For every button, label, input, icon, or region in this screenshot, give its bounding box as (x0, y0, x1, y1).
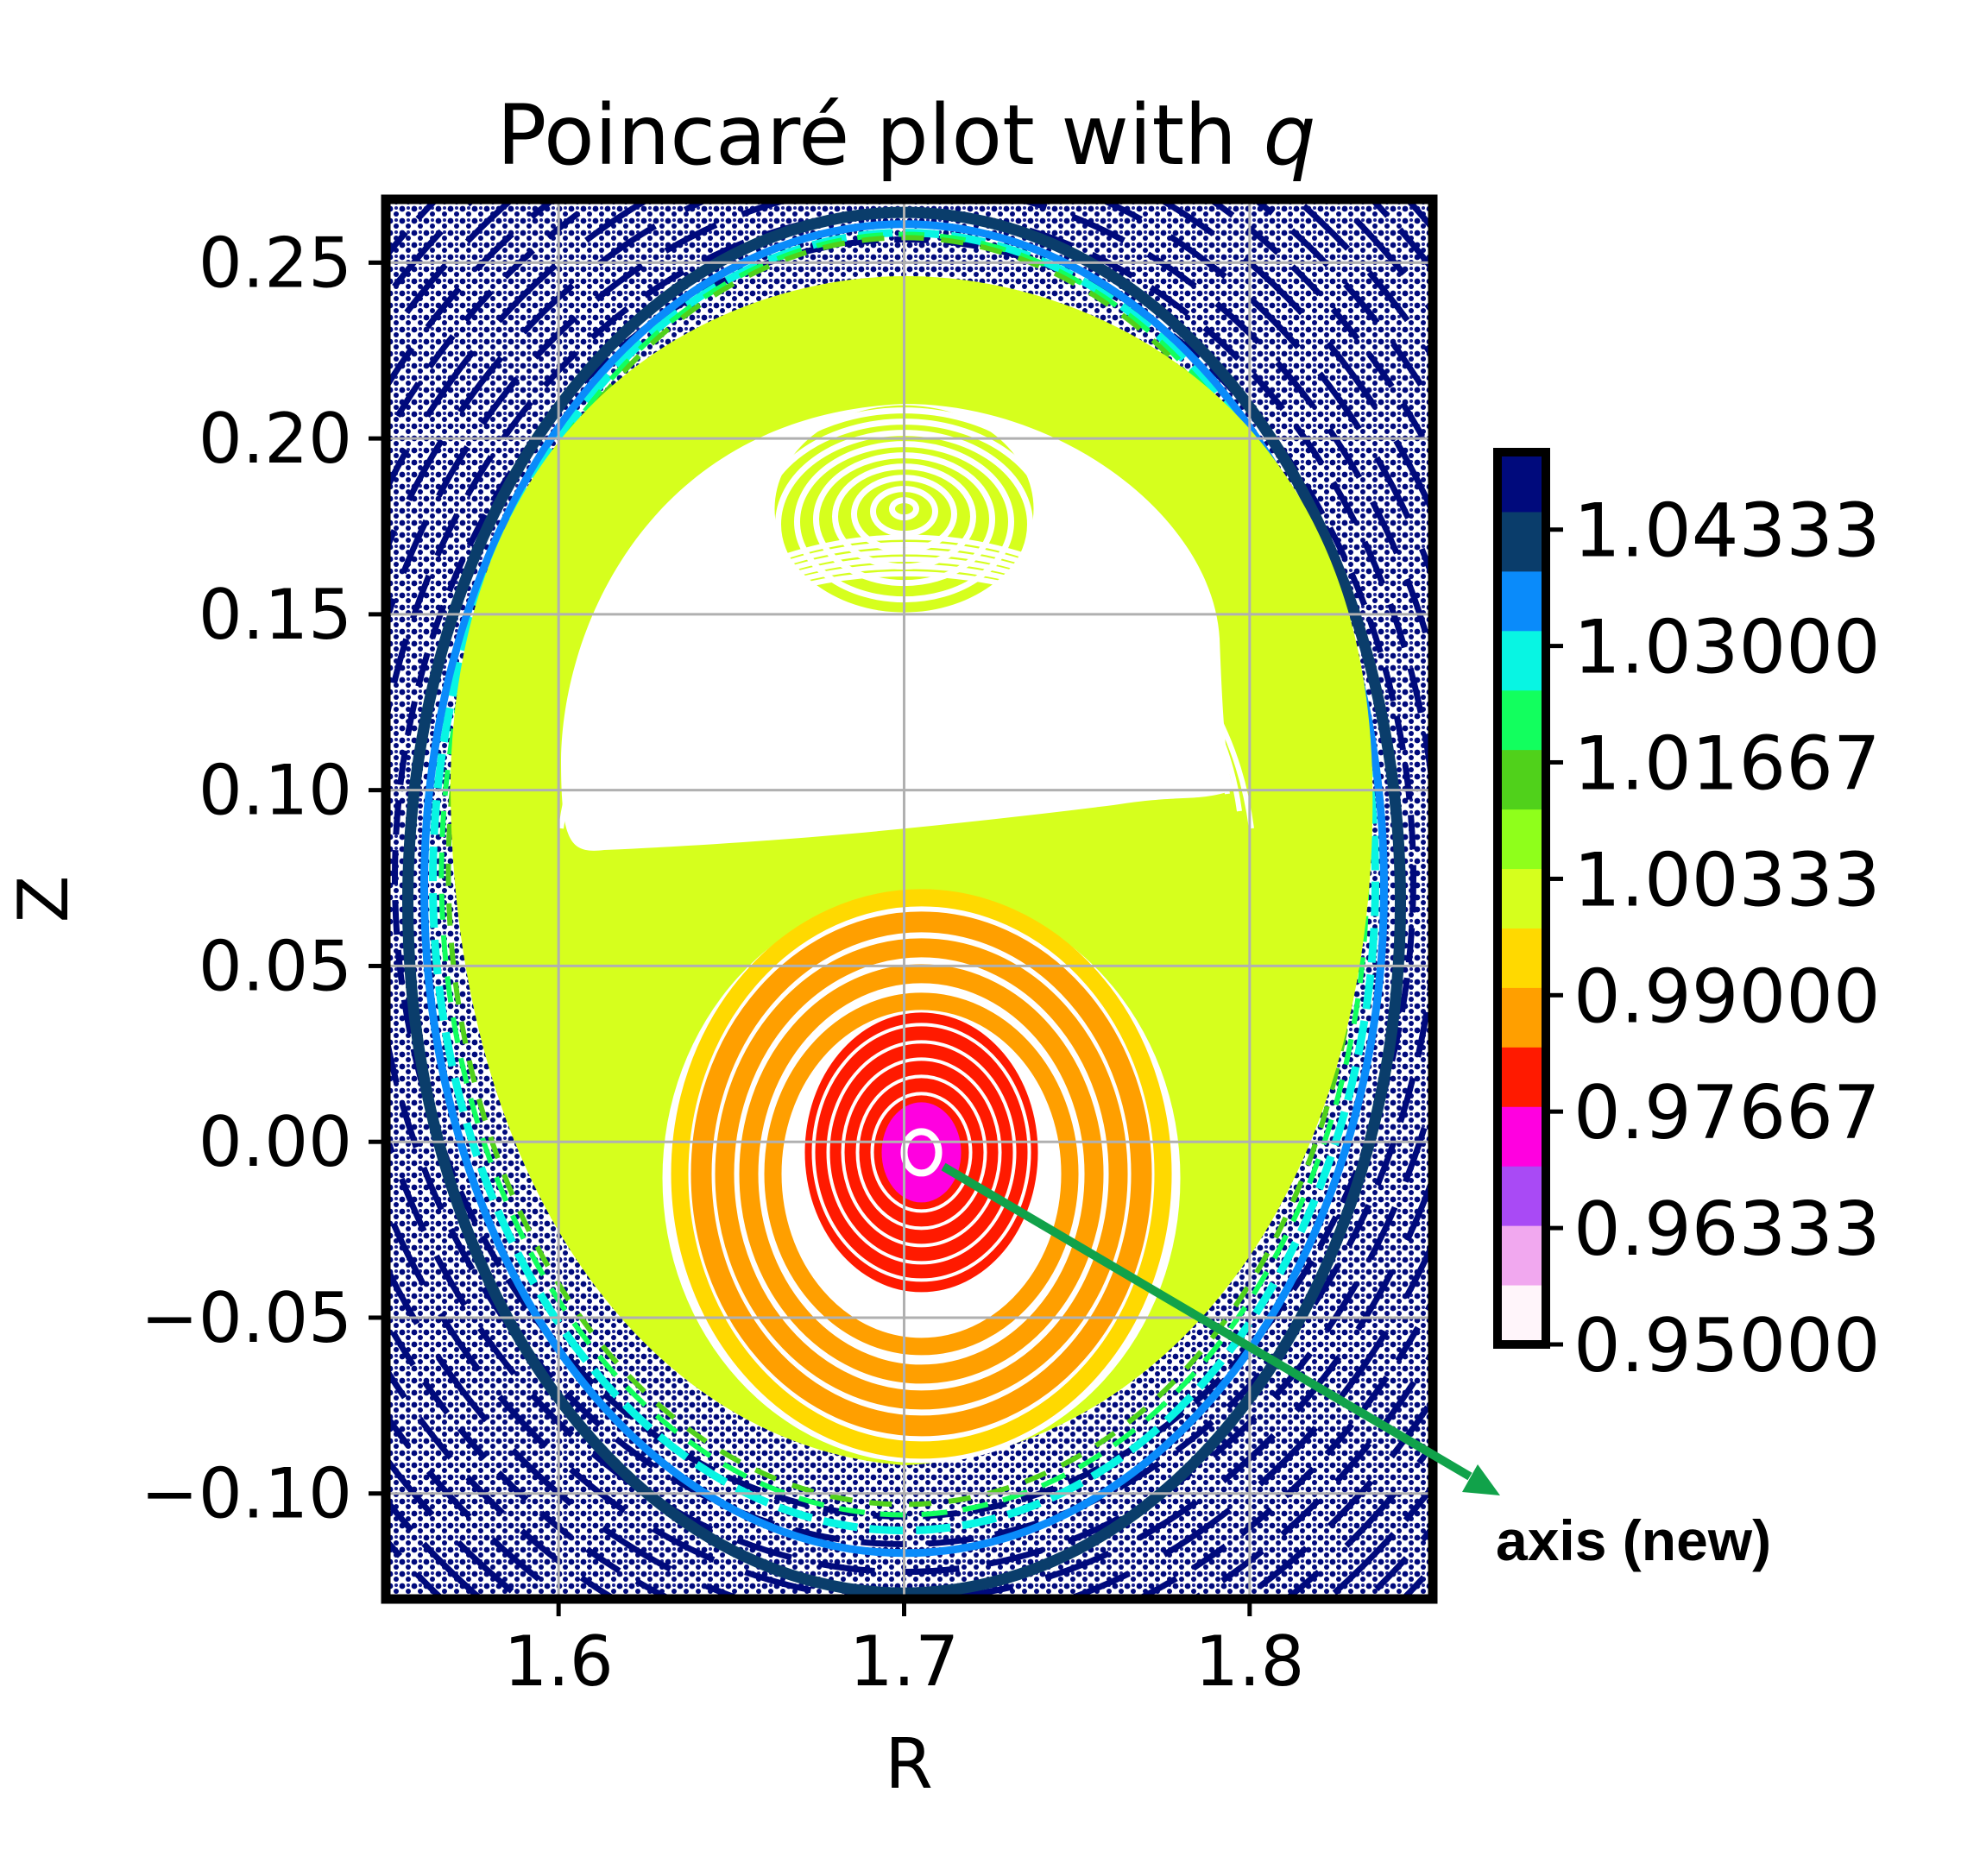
colorbar-segment (1498, 809, 1546, 870)
island-streamline (619, 571, 1194, 743)
x-axis-ticks: 1.6 1.7 1.8 (504, 1603, 1304, 1702)
island-streamline (595, 557, 1218, 777)
y-axis-ticks: 0.25 0.20 0.15 0.10 0.05 0.00 −0.05 −0.10 (141, 223, 381, 1534)
core-ring (715, 938, 1128, 1410)
core-inner-ring (870, 1092, 973, 1213)
core-ring (764, 992, 1079, 1356)
y-tick-label: 0.20 (199, 399, 352, 479)
colorbar-segment (1498, 928, 1546, 988)
colorbar-segment (1498, 1285, 1546, 1345)
y-tick-label: 0.05 (199, 926, 352, 1006)
y-tick-label: 0.00 (199, 1102, 352, 1182)
colorbar-segment (1498, 1166, 1546, 1226)
colorbar-segment (1498, 749, 1546, 810)
colorbar-frame (1493, 448, 1550, 1349)
colorbar-tick-label: 1.01667 (1573, 721, 1881, 807)
annotation-arrowhead (1462, 1464, 1500, 1495)
x-axis-label: R (885, 1724, 933, 1804)
y-tick-label: −0.05 (141, 1278, 352, 1358)
colorbar-segment (1498, 452, 1546, 513)
colorbar-tick-label: 1.03000 (1573, 605, 1881, 691)
core-region (662, 889, 1181, 1464)
colorbar-segment (1498, 689, 1546, 751)
colorbar-segment (1498, 1225, 1546, 1286)
chart-title: Poincaré plot with q (497, 87, 1316, 184)
x-tick-label: 1.7 (849, 1621, 959, 1702)
core-ring (690, 911, 1152, 1437)
y-tick-label: 0.15 (199, 575, 352, 655)
y-axis-label: Z (3, 876, 84, 923)
island-streamline (571, 542, 1242, 812)
annotation-label: axis (new) (1496, 1508, 1771, 1572)
y-tick-label: 0.10 (199, 751, 352, 831)
colorbar-tick-label: 0.95000 (1573, 1303, 1881, 1389)
colorbar-segment (1498, 868, 1546, 929)
colorbar-tick-label: 1.04333 (1573, 488, 1881, 575)
core-ring (671, 889, 1172, 1459)
colorbar-tick-label: 0.97667 (1573, 1070, 1881, 1156)
island-streamline (558, 534, 1254, 829)
flux-surface (428, 229, 1379, 1535)
y-tick-label: 0.25 (199, 223, 352, 303)
island-streamline (607, 563, 1206, 760)
colorbar-tick-label: 0.99000 (1573, 954, 1881, 1040)
core-inner-ring (855, 1074, 987, 1231)
y-tick-label: −0.10 (141, 1454, 352, 1534)
grid-lines (386, 199, 1433, 1599)
colorbar-tick-label: 1.00333 (1573, 837, 1881, 923)
colorbar-segment (1498, 570, 1546, 632)
core-ring (739, 964, 1104, 1384)
colorbar-segment (1498, 511, 1546, 572)
colorbar-segment (1498, 1047, 1546, 1107)
core-inner-ring (841, 1057, 1002, 1248)
q-magenta-region (881, 1102, 962, 1203)
colorbar: 1.04333 1.03000 1.01667 1.00333 0.99000 0.976… (1493, 448, 1881, 1389)
x-tick-label: 1.8 (1195, 1621, 1304, 1702)
x-tick-label: 1.6 (504, 1621, 614, 1702)
annotation-arrow-line (941, 1162, 1472, 1481)
plot-area (386, 199, 1433, 1599)
colorbar-segment (1498, 630, 1546, 691)
core-inner-ring (811, 1023, 1031, 1282)
colorbar-segment (1498, 1106, 1546, 1167)
island-streamline (583, 549, 1230, 795)
core-inner-ring (826, 1040, 1017, 1265)
axis-annotation: axis (new) (941, 1162, 1771, 1572)
colorbar-segment (1498, 987, 1546, 1048)
plot-frame (381, 194, 1438, 1604)
colorbar-tick-label: 0.96333 (1573, 1187, 1881, 1273)
